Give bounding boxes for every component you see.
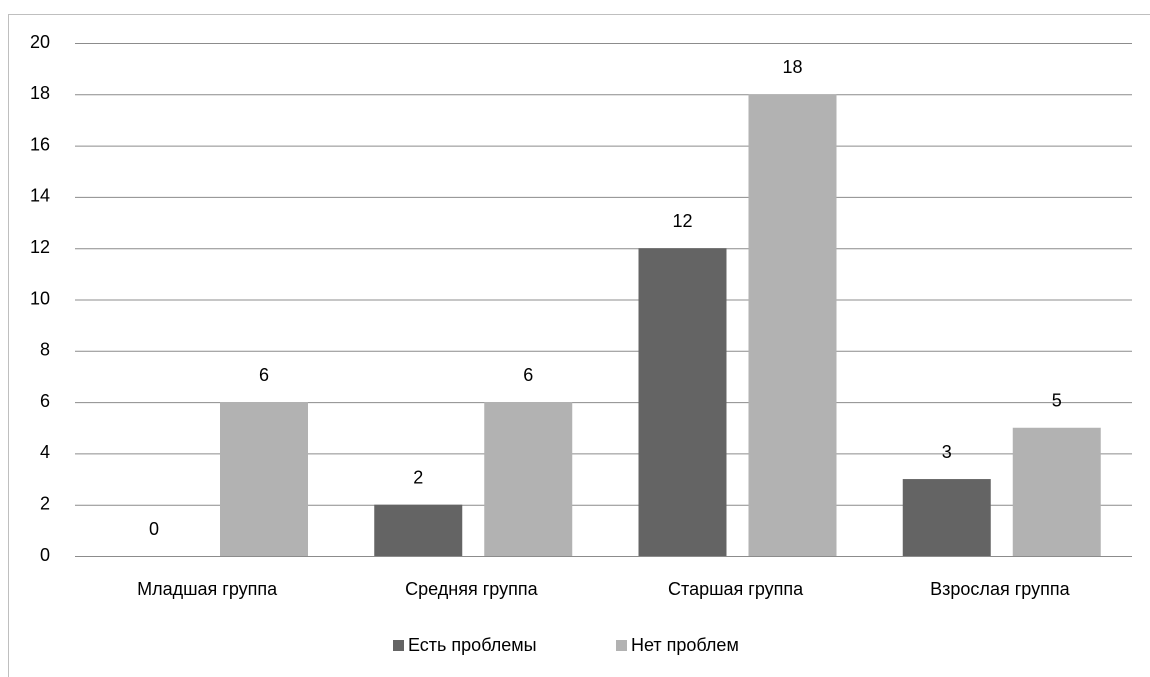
chart-frame xyxy=(8,14,1150,677)
x-tick-label: Младшая группа xyxy=(137,579,278,599)
bar xyxy=(484,402,573,556)
y-tick-label: 0 xyxy=(40,545,50,565)
legend-label: Есть проблемы xyxy=(408,635,537,655)
y-tick-label: 8 xyxy=(40,340,50,360)
bar xyxy=(1012,427,1101,556)
legend-label: Нет проблем xyxy=(631,635,739,655)
y-tick-label: 12 xyxy=(30,237,50,257)
bar xyxy=(748,94,837,557)
y-tick-label: 16 xyxy=(30,134,50,154)
x-tick-label: Средняя группа xyxy=(405,579,538,599)
data-label: 6 xyxy=(259,365,269,385)
data-label: 0 xyxy=(149,519,159,539)
bar xyxy=(220,402,308,556)
y-tick-label: 20 xyxy=(30,32,50,52)
data-label: 2 xyxy=(413,467,423,487)
legend-swatch xyxy=(616,640,627,651)
y-tick-label: 6 xyxy=(40,391,50,411)
y-tick-label: 10 xyxy=(30,288,50,308)
bar xyxy=(902,479,991,556)
bar xyxy=(374,504,463,556)
data-label: 3 xyxy=(942,442,952,462)
x-tick-label: Старшая группа xyxy=(668,579,804,599)
y-tick-label: 4 xyxy=(40,442,50,462)
data-label: 12 xyxy=(672,211,692,231)
y-tick-label: 2 xyxy=(40,493,50,513)
data-label: 6 xyxy=(523,365,533,385)
x-tick-label: Взрослая группа xyxy=(930,579,1070,599)
data-label: 18 xyxy=(782,57,802,77)
y-tick-label: 14 xyxy=(30,186,50,206)
legend-swatch xyxy=(393,640,404,651)
y-tick-label: 18 xyxy=(30,83,50,103)
data-label: 5 xyxy=(1052,391,1062,411)
bar xyxy=(638,248,727,556)
